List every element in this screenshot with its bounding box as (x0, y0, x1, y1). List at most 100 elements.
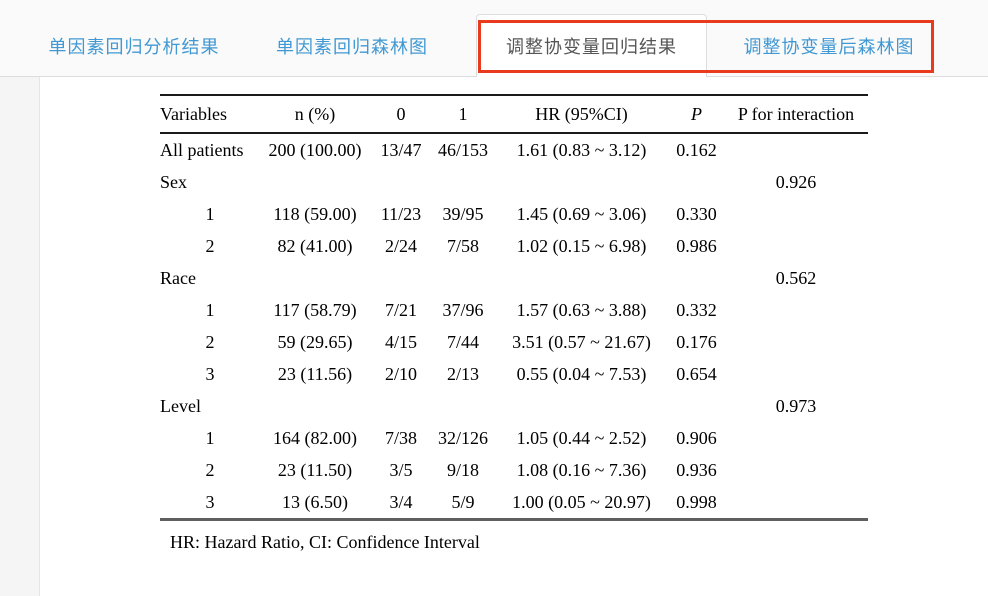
cell-g0: 7/38 (384, 427, 417, 448)
cell-n: 23 (11.56) (277, 363, 353, 384)
cell-g1: 7/58 (446, 235, 479, 256)
cell-n (260, 390, 370, 422)
tab-univariate-regression-results[interactable]: 单因素回归分析结果 (48, 36, 220, 57)
cell-g0: 13/47 (380, 139, 422, 160)
cell-hr (494, 166, 669, 198)
cell-g0: 2/10 (384, 363, 417, 384)
cell-g0: 2/24 (384, 235, 417, 256)
cell-p: 0.906 (676, 427, 717, 448)
col-header-hr-ci: HR (95%CI) (494, 94, 669, 134)
cell-p: 0.330 (676, 203, 717, 224)
cell-g1: 39/95 (442, 203, 484, 224)
col-header-variables: Variables (160, 94, 260, 134)
cell-g0: 3/5 (389, 459, 413, 480)
cell-pint: 0.973 (775, 395, 817, 416)
cell-g1 (432, 262, 494, 294)
cell-g0: 4/15 (384, 331, 417, 352)
table-row-sex: Sex 0.926 (160, 166, 868, 198)
cell-n: 200 (100.00) (268, 139, 362, 160)
table-row-sex-2: 2 82 (41.00) 2/24 7/58 1.02 (0.15 ~ 6.98… (160, 230, 868, 262)
cell-pint (724, 230, 868, 262)
cell-g1 (432, 390, 494, 422)
cell-hr: 1.05 (0.44 ~ 2.52) (516, 427, 647, 448)
cell-variable: 2 (205, 459, 215, 480)
cell-g1: 7/44 (446, 331, 479, 352)
tab-bar: 单因素回归分析结果 单因素回归森林图 调整协变量回归结果 调整协变量后森林图 (0, 0, 988, 77)
cell-pint: 0.562 (775, 267, 817, 288)
cell-variable: 1 (205, 203, 215, 224)
cell-hr: 1.57 (0.63 ~ 3.88) (516, 299, 647, 320)
table-header-row: Variables n (%) 0 1 HR (95%CI) P P for i… (160, 94, 868, 134)
table-row-all-patients: All patients 200 (100.00) 13/47 46/153 1… (160, 133, 868, 166)
col-header-p-interaction: P for interaction (724, 94, 868, 134)
cell-n: 164 (82.00) (273, 427, 357, 448)
cell-n: 82 (41.00) (277, 235, 353, 256)
cell-variable: 2 (205, 331, 215, 352)
col-header-group0: 0 (370, 94, 432, 134)
cell-g0 (370, 390, 432, 422)
table-row-race-1: 1 117 (58.79) 7/21 37/96 1.57 (0.63 ~ 3.… (160, 294, 868, 326)
tab-adjusted-covariate-regression-results[interactable]: 调整协变量回归结果 (476, 14, 707, 77)
cell-n: 59 (29.65) (277, 331, 353, 352)
cell-variable: Sex (160, 171, 187, 192)
cell-pint (724, 454, 868, 486)
cell-variable: 3 (205, 491, 215, 512)
cell-p: 0.936 (676, 459, 717, 480)
cell-p: 0.176 (676, 331, 717, 352)
cell-variable: 3 (205, 363, 215, 384)
cell-pint (724, 133, 868, 166)
col-header-group1: 1 (432, 94, 494, 134)
tab-univariate-forest-plot[interactable]: 单因素回归森林图 (276, 36, 428, 57)
cell-pint: 0.926 (775, 171, 817, 192)
cell-g1: 2/13 (446, 363, 479, 384)
cell-p: 0.986 (676, 235, 717, 256)
cell-pint (724, 358, 868, 390)
cell-g1 (432, 166, 494, 198)
cell-g1: 32/126 (437, 427, 488, 448)
col-header-n-percent: n (%) (260, 94, 370, 134)
cell-hr: 1.02 (0.15 ~ 6.98) (516, 235, 647, 256)
table-row-race-2: 2 59 (29.65) 4/15 7/44 3.51 (0.57 ~ 21.6… (160, 326, 868, 358)
cell-g1: 5/9 (451, 491, 475, 512)
cell-pint (724, 422, 868, 454)
cell-p (669, 262, 724, 294)
table-row-race-3: 3 23 (11.56) 2/10 2/13 0.55 (0.04 ~ 7.53… (160, 358, 868, 390)
col-header-p-value: P (669, 94, 724, 134)
cell-n: 118 (59.00) (273, 203, 357, 224)
cell-pint (724, 198, 868, 230)
cell-hr: 1.00 (0.05 ~ 20.97) (512, 491, 651, 512)
table-footnote: HR: Hazard Ratio, CI: Confidence Interva… (170, 532, 480, 552)
cell-hr (494, 262, 669, 294)
cell-g0 (370, 166, 432, 198)
cell-p (669, 390, 724, 422)
tab-adjusted-covariate-forest-plot[interactable]: 调整协变量后森林图 (743, 36, 915, 57)
cell-n: 117 (58.79) (273, 299, 357, 320)
cell-hr: 1.61 (0.83 ~ 3.12) (516, 139, 647, 160)
cell-n: 23 (11.50) (277, 459, 353, 480)
table-row-level-3: 3 13 (6.50) 3/4 5/9 1.00 (0.05 ~ 20.97) … (160, 486, 868, 520)
cell-pint (724, 486, 868, 520)
left-gutter (0, 77, 40, 596)
cell-p (669, 166, 724, 198)
table-row-level: Level 0.973 (160, 390, 868, 422)
cell-variable: 2 (205, 235, 215, 256)
cell-p: 0.162 (676, 139, 717, 160)
cell-n (260, 262, 370, 294)
cell-g0: 11/23 (380, 203, 422, 224)
table-row-level-1: 1 164 (82.00) 7/38 32/126 1.05 (0.44 ~ 2… (160, 422, 868, 454)
content-panel (40, 77, 988, 596)
cell-hr: 1.08 (0.16 ~ 7.36) (516, 459, 647, 480)
cell-variable: All patients (160, 139, 244, 160)
cell-variable: Race (160, 267, 196, 288)
cell-hr: 3.51 (0.57 ~ 21.67) (512, 331, 651, 352)
cell-n (260, 166, 370, 198)
cell-variable: 1 (205, 299, 215, 320)
cell-p: 0.332 (676, 299, 717, 320)
cell-p: 0.654 (676, 363, 717, 384)
cell-g0 (370, 262, 432, 294)
cell-g1: 9/18 (446, 459, 479, 480)
table-row-race: Race 0.562 (160, 262, 868, 294)
table-row-level-2: 2 23 (11.50) 3/5 9/18 1.08 (0.16 ~ 7.36)… (160, 454, 868, 486)
cell-variable: 1 (205, 427, 215, 448)
regression-results-table: Variables n (%) 0 1 HR (95%CI) P P for i… (160, 94, 868, 521)
